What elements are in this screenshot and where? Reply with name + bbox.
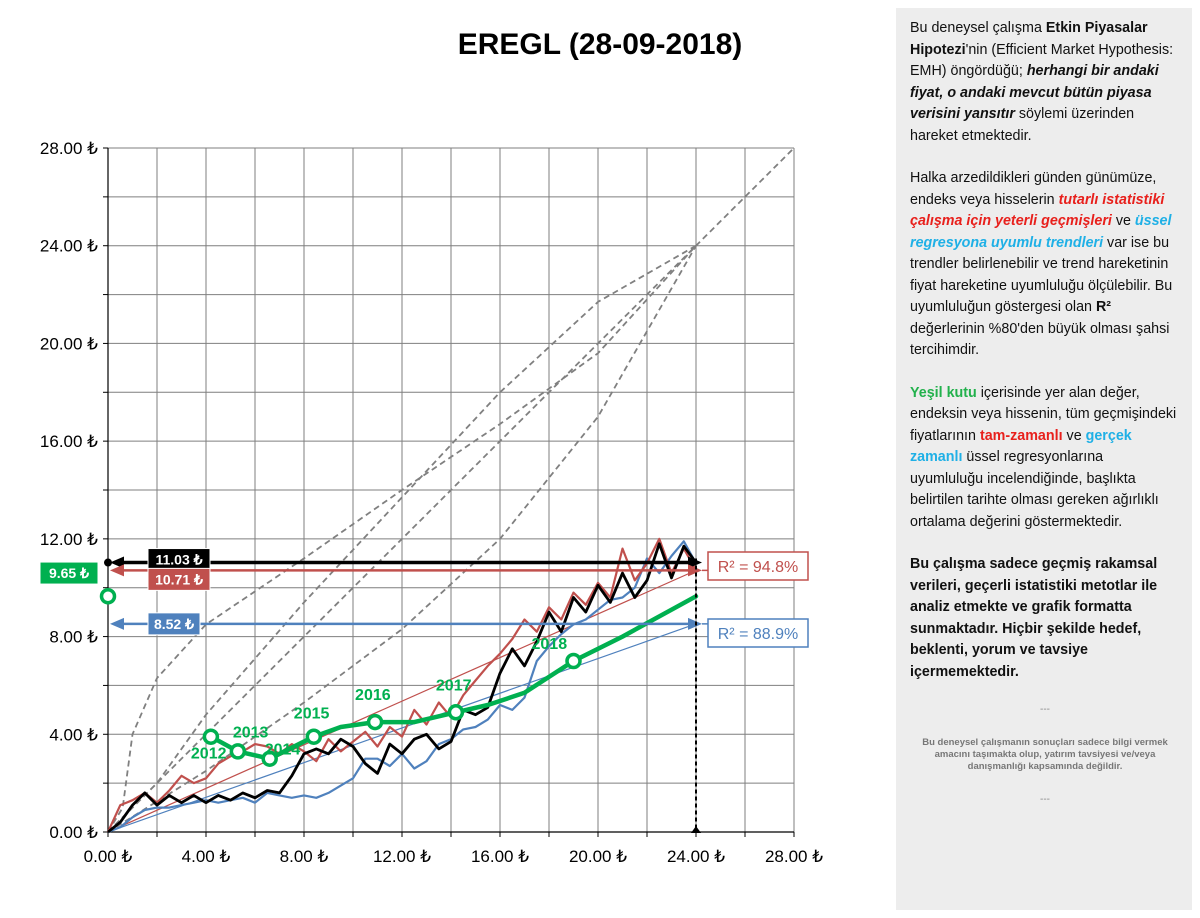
year-marker: [565, 652, 582, 670]
method-text-4: değerlerinin %80'den büyük olması şahsi …: [910, 320, 1170, 359]
x-tick-label: 4.00 ₺: [182, 847, 231, 866]
black-start-dot: [104, 558, 112, 567]
green-value-label-box: [39, 561, 99, 585]
y-tick-label: 8.00 ₺: [49, 628, 98, 647]
disclaimer-text: Bu deneysel çalışmanın sonuçları sadece …: [922, 737, 1168, 772]
r2-term: R²: [1095, 299, 1112, 315]
x-tick-label: 28.00 ₺: [765, 847, 823, 866]
year-label: 2018: [532, 636, 568, 653]
year-marker: [229, 743, 247, 760]
guide-curve: [107, 244, 697, 833]
method-cyan-term: üssel regresyona uyumlu trendleri: [910, 213, 1172, 251]
chart-svg: 0.00 ₺ 4.00 ₺ 8.00 ₺ 12.00 ₺ 16.00 ₺ 20.00 ₺ 2…: [39, 139, 823, 866]
arrow-head-right: [688, 564, 702, 577]
separator-top: ---: [1040, 704, 1050, 715]
emh-quote: herhangi bir andaki fiyat, o andaki mevc…: [910, 63, 1159, 122]
year-marker: [202, 728, 220, 745]
year-marker: [305, 728, 323, 745]
r2-blue-label-text: R² = 88.9%: [718, 626, 798, 643]
price-series-line: [106, 537, 697, 833]
intro-text-1: Bu deneysel çalışma: [910, 20, 1046, 36]
year-label: 2014: [265, 742, 301, 759]
r2-red-label-text: R² = 94.8%: [718, 559, 798, 576]
guide-curve: [107, 245, 697, 833]
year-marker: [261, 750, 278, 767]
x-tick-label: 24.00 ₺: [667, 847, 725, 866]
green-text-2: ve: [1062, 427, 1086, 444]
guide-curve: [107, 147, 795, 833]
red-value-label-text: 10.71 ₺: [155, 571, 203, 587]
x-tick-label: 0.00 ₺: [84, 847, 133, 866]
emh-term: Etkin Piyasalar Hipotezi: [910, 20, 1148, 58]
scope-paragraph: Bu çalışma sadece geçmiş rakamsal verile…: [910, 556, 1158, 680]
guide-curve: [107, 245, 697, 833]
y-tick-label: 20.00 ₺: [40, 334, 98, 353]
method-text-1: Halka arzedildikleri günden günümüze, en…: [910, 170, 1157, 208]
price-series-line: [107, 542, 698, 834]
current-position-arrow: [691, 826, 701, 833]
full-time-term: tam-zamanlı: [979, 427, 1063, 444]
x-tick-label: 12.00 ₺: [373, 847, 431, 866]
r2-red-label-box: [707, 551, 809, 581]
x-tick-label: 16.00 ₺: [471, 847, 529, 866]
blue-value-label-box: [147, 612, 201, 636]
year-label: 2012: [191, 746, 227, 763]
trend-line: [107, 569, 697, 833]
year-label: 2013: [233, 724, 269, 741]
green-text-3: üssel regresyonlarına uyumluluğu incelen…: [910, 449, 1159, 530]
blue-value-label-text: 8.52 ₺: [154, 616, 194, 632]
guide-layer: [107, 147, 795, 833]
separator-bottom: ---: [1040, 794, 1050, 805]
green-value-label-text: 9.65 ₺: [49, 565, 89, 581]
year-marker: [447, 704, 465, 721]
green-box-paragraph: Yeşil kutu içerisinde yer alan değer, en…: [910, 383, 1180, 534]
year-label: 2015: [294, 706, 330, 723]
year-marker: [366, 713, 384, 731]
method-text-2: ve: [1111, 213, 1135, 229]
black-value-label-text: 11.03 ₺: [155, 552, 202, 568]
trend-line: [107, 623, 697, 833]
year-label: 2016: [355, 687, 391, 704]
arrow-head-left: [110, 556, 124, 569]
y-tick-label: 0.00 ₺: [49, 823, 98, 842]
chart-title: EREGL (28-09-2018): [457, 28, 743, 61]
intro-text-2: 'nin (Efficient Market Hypothesis: EMH) …: [910, 41, 1174, 80]
year-label: 2017: [436, 677, 472, 694]
description-panel: Bu deneysel çalışma Etkin Piyasalar Hipo…: [896, 8, 1192, 910]
trend-layer: [107, 569, 697, 833]
y-tick-label: 16.00 ₺: [40, 432, 98, 451]
arrow-head-left: [110, 617, 124, 630]
y-tick-label: 28.00 ₺: [40, 139, 98, 158]
arrow-head-left: [110, 564, 124, 577]
real-time-term: gerçek zamanlı: [910, 427, 1132, 466]
method-paragraph: Halka arzedildikleri günden günümüze, en…: [910, 168, 1180, 362]
intro-paragraph: Bu deneysel çalışma Etkin Piyasalar Hipo…: [910, 18, 1180, 147]
y-tick-label: 24.00 ₺: [40, 237, 98, 256]
intro-text-3: söylemi üzerinden hareket etmektedir.: [910, 106, 1135, 144]
red-value-label-box: [147, 567, 211, 591]
r2-blue-label-box: [707, 618, 809, 648]
y-tick-label: 12.00 ₺: [40, 530, 98, 549]
axis-layer: 0.00 ₺ 4.00 ₺ 8.00 ₺ 12.00 ₺ 16.00 ₺ 20.00 ₺ 2…: [40, 139, 823, 866]
y-tick-label: 4.00 ₺: [49, 725, 98, 744]
green-box-term: Yeşil kutu: [910, 384, 977, 401]
method-text-3: var ise bu trendler belirlenebilir ve tr…: [910, 234, 1173, 316]
green-text-1: içerisinde yer alan değer, endeksin veya…: [910, 384, 1177, 444]
green-axis-marker: [99, 588, 117, 605]
x-tick-label: 8.00 ₺: [280, 847, 329, 866]
method-red-term: tutarlı istatistiki çalışma için yeterli…: [910, 191, 1165, 230]
x-tick-label: 20.00 ₺: [569, 847, 627, 866]
